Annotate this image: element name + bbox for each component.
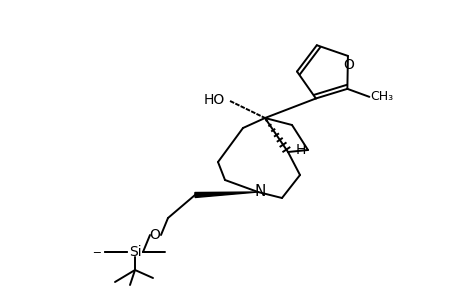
Text: CH₃: CH₃: [369, 90, 392, 104]
Polygon shape: [195, 192, 257, 197]
Text: N: N: [254, 184, 265, 200]
Text: Si: Si: [129, 245, 141, 259]
Text: ─: ─: [93, 247, 100, 257]
Text: H: H: [295, 143, 306, 157]
Text: HO: HO: [203, 93, 224, 107]
Text: O: O: [149, 228, 160, 242]
Text: O: O: [343, 58, 353, 72]
